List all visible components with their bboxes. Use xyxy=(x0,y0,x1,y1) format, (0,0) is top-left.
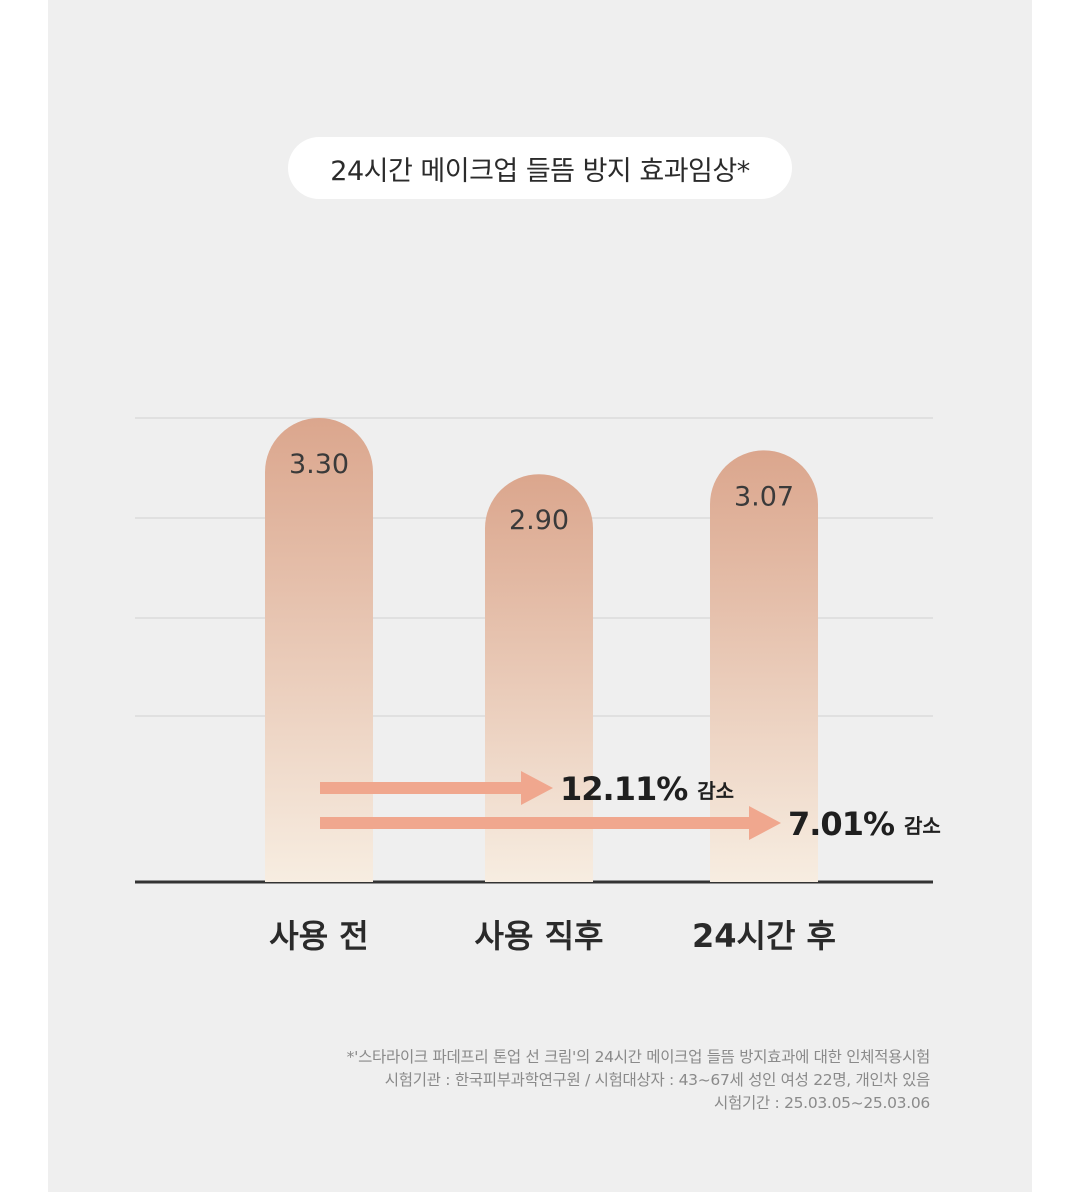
change-percent-label: 7.01% xyxy=(788,805,895,843)
change-suffix-label: 감소 xyxy=(904,814,941,838)
change-arrow: 7.01% 감소 xyxy=(320,805,941,843)
bars: 3.30 2.90 3.07 xyxy=(265,418,818,882)
footnote-line-3: 시험기간 : 25.03.05~25.03.06 xyxy=(714,1094,930,1112)
bar xyxy=(710,450,818,882)
chart-title: 24시간 메이크업 들뜸 방지 효과임상* xyxy=(288,137,792,199)
change-suffix-label: 감소 xyxy=(697,779,734,803)
category-label: 24시간 후 xyxy=(692,917,836,955)
footnote: *'스타라이크 파데프리 톤업 선 크림'의 24시간 메이크업 들뜸 방지효과… xyxy=(346,1046,931,1115)
footnote-line-2: 시험기관 : 한국피부과학연구원 / 시험대상자 : 43~67세 성인 여성 … xyxy=(384,1071,931,1089)
change-arrows: 12.11% 감소 7.01% 감소 xyxy=(320,770,941,843)
bar xyxy=(265,418,373,882)
bar xyxy=(485,474,593,882)
bar-value-label: 3.30 xyxy=(289,449,349,480)
bar-value-label: 3.07 xyxy=(734,481,794,512)
category-label: 사용 전 xyxy=(269,917,368,955)
category-label: 사용 직후 xyxy=(475,917,604,955)
category-labels: 사용 전 사용 직후 24시간 후 xyxy=(269,917,836,955)
footnote-line-1: *'스타라이크 파데프리 톤업 선 크림'의 24시간 메이크업 들뜸 방지효과… xyxy=(346,1048,931,1066)
change-percent-label: 12.11% xyxy=(560,770,688,808)
bar-value-label: 2.90 xyxy=(509,505,569,536)
change-arrow: 12.11% 감소 xyxy=(320,770,734,808)
